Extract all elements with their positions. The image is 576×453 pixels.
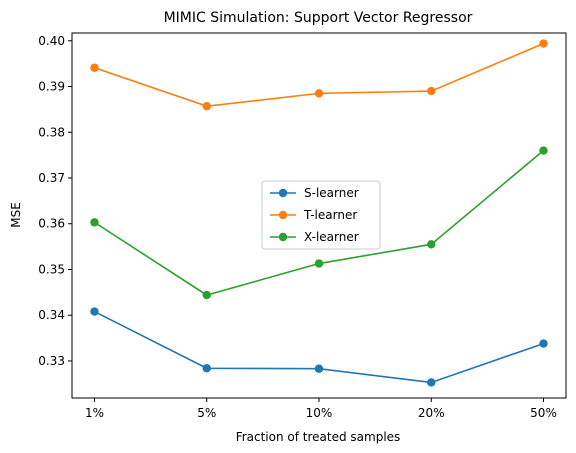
legend-marker [278, 188, 288, 198]
data-point-t-learner [314, 89, 324, 98]
data-point-x-learner [427, 240, 436, 249]
x-tick-label: 5% [197, 406, 216, 420]
y-tick-label: 0.36 [38, 217, 65, 231]
y-tick-label: 0.40 [38, 34, 65, 48]
y-tick-label: 0.33 [38, 354, 65, 368]
data-point-s-learner [314, 364, 324, 373]
plot-area: 1% 5% 10% 20% 50% 0.33 0.34 0.35 0.36 0.37 0.38 0.3… [38, 32, 567, 420]
data-point-s-learner [202, 364, 211, 373]
data-point-x-learner [539, 146, 548, 155]
x-tick-label: 20% [418, 406, 445, 420]
data-point-t-learner [427, 86, 436, 96]
legend-label: X-learner [304, 230, 359, 244]
data-point-s-learner [90, 307, 99, 316]
data-point-s-learner [539, 339, 548, 348]
y-tick-label: 0.39 [38, 80, 65, 94]
data-point-x-learner [202, 290, 211, 300]
y-tick-label: 0.34 [38, 308, 65, 322]
data-point-t-learner [539, 39, 548, 48]
x-axis-label: Fraction of treated samples [236, 430, 401, 444]
legend-label: T-learner [303, 208, 357, 222]
data-point-x-learner [314, 259, 324, 268]
y-axis-label: MSE [9, 202, 23, 228]
legend-box [261, 180, 381, 250]
legend: S-learner T-learner X-learner [261, 180, 381, 250]
legend-label: S-learner [304, 186, 359, 200]
data-point-s-learner [427, 378, 436, 387]
chart-title: MIMIC Simulation: Support Vector Regress… [164, 10, 473, 26]
y-tick-label: 0.37 [38, 171, 65, 185]
legend-marker [278, 232, 288, 242]
x-tick-label: 1% [85, 406, 104, 420]
y-tick-label: 0.35 [38, 262, 65, 276]
legend-marker [278, 210, 288, 220]
data-point-t-learner [202, 101, 211, 111]
x-tick-label: 10% [306, 406, 333, 420]
data-point-x-learner [90, 218, 99, 227]
x-tick-label: 50% [530, 406, 557, 420]
y-tick-label: 0.38 [38, 125, 65, 139]
data-point-t-learner [90, 63, 99, 72]
